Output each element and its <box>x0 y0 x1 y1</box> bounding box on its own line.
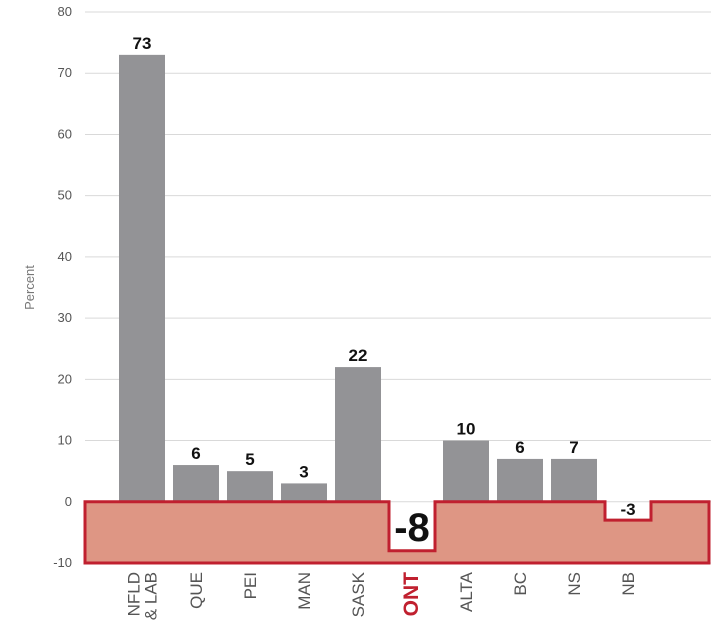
y-axis-label: Percent <box>22 265 37 310</box>
data-label: 73 <box>133 34 152 53</box>
y-tick-label: 0 <box>65 494 72 509</box>
x-axis-category-labels: NFLD& LAB QUE PEI MAN SASK ONT ALTA BC NS NB <box>125 571 639 620</box>
x-tick-label: ALTA <box>457 571 476 612</box>
bar-sask <box>335 367 381 502</box>
y-tick-label: 20 <box>58 371 72 386</box>
y-tick-label: 30 <box>58 310 72 325</box>
x-tick-label: MAN <box>295 572 314 610</box>
x-tick-label: QUE <box>187 572 206 609</box>
x-tick-label: & LAB <box>142 572 161 620</box>
data-label: -3 <box>620 500 635 519</box>
bar-que <box>173 465 219 502</box>
bar-pei <box>227 471 273 502</box>
data-label: -8 <box>394 506 430 550</box>
y-tick-label: -10 <box>53 555 72 570</box>
bar-man <box>281 483 327 502</box>
y-tick-label: 70 <box>58 65 72 80</box>
data-label: 6 <box>191 444 200 463</box>
y-tick-label: 80 <box>58 4 72 19</box>
bar-alta <box>443 440 489 502</box>
x-tick-label: SASK <box>349 571 368 617</box>
x-tick-label: BC <box>511 572 530 596</box>
y-tick-label: 10 <box>58 433 72 448</box>
x-tick-label: PEI <box>241 572 260 599</box>
bar-bc <box>497 458 543 502</box>
y-tick-label: 50 <box>58 188 72 203</box>
y-axis-ticks: -10 0 10 20 30 40 50 60 70 80 <box>53 4 72 570</box>
data-label: 6 <box>515 438 524 457</box>
x-tick-label: NS <box>565 572 584 596</box>
y-tick-label: 60 <box>58 126 72 141</box>
data-label: 7 <box>569 438 578 457</box>
x-tick-label: NFLD <box>125 572 144 616</box>
data-label: 5 <box>245 450 254 469</box>
bar-ns <box>551 458 597 502</box>
bars <box>119 54 597 502</box>
data-label: 10 <box>457 420 476 439</box>
negative-region-band <box>83 500 711 565</box>
bar-nfld-lab <box>119 54 165 502</box>
data-labels: 73 6 5 3 22 -8 10 6 7 -3 <box>133 34 636 550</box>
x-tick-label: ONT <box>400 572 423 617</box>
y-tick-label: 40 <box>58 249 72 264</box>
x-tick-label: NB <box>619 572 638 596</box>
data-label: 3 <box>299 462 308 481</box>
data-label: 22 <box>349 346 368 365</box>
